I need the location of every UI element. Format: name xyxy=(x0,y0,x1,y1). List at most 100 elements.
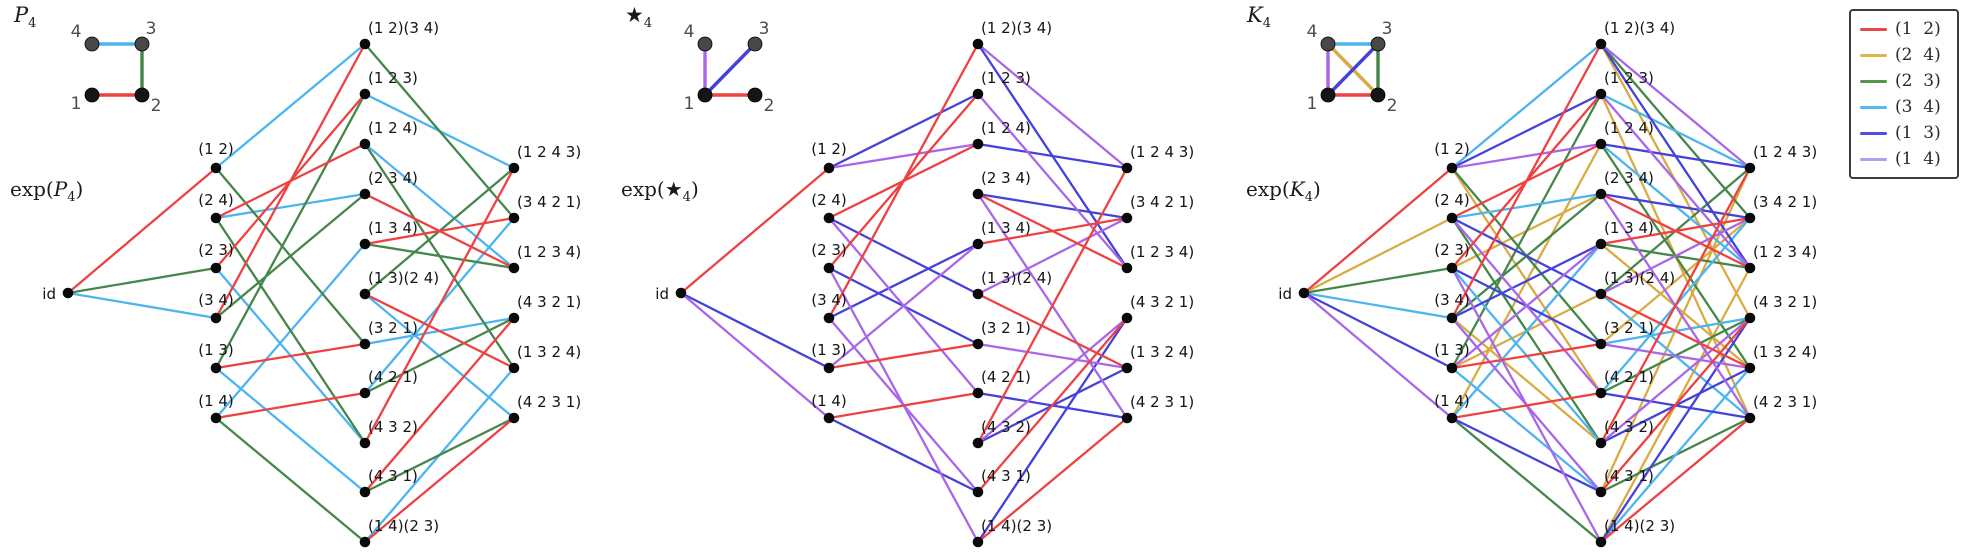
inset-vertex-3 xyxy=(747,36,763,52)
graph-node-dot xyxy=(359,88,371,100)
graph-node-dot xyxy=(508,262,520,274)
edge-34 xyxy=(214,366,367,494)
graph-node-dot xyxy=(359,38,371,50)
edge-23 xyxy=(214,92,367,370)
panel-title-p4: P4 xyxy=(14,3,36,30)
legend-color-swatch xyxy=(1860,105,1887,109)
graph-node-label: (4 2 3 1) xyxy=(517,393,581,411)
inset-vertex-2 xyxy=(747,87,763,103)
graph-node-dot xyxy=(1121,162,1133,174)
graph-node-label: (1 3)(2 4) xyxy=(1604,269,1675,287)
legend-color-swatch xyxy=(1860,131,1887,135)
edge-23 xyxy=(363,416,516,494)
exp-subscript: 4 xyxy=(1304,190,1313,205)
graph-node-dot xyxy=(359,437,371,449)
edge-14 xyxy=(827,242,980,370)
edge-23 xyxy=(363,242,516,270)
inset-vertex-label: 3 xyxy=(759,19,770,39)
edge-12 xyxy=(827,42,980,320)
edge-13 xyxy=(827,216,980,296)
graph-node-label: (4 3 1) xyxy=(1604,467,1654,485)
graph-node-label: (1 2 4 3) xyxy=(517,143,581,161)
graph-node-dot xyxy=(62,287,74,299)
graph-node-label: (4 3 2 1) xyxy=(1130,293,1194,311)
graph-node-dot xyxy=(1446,162,1458,174)
legend-entry-34: (3 4) xyxy=(1860,94,1953,120)
graph-node-label: (2 4) xyxy=(198,191,234,209)
graph-node-dot xyxy=(359,387,371,399)
graph-node-label: (4 3 2) xyxy=(368,418,418,436)
panel-title-symbol: ★ xyxy=(625,3,644,27)
graph-node-label: (1 2)(3 4) xyxy=(981,19,1052,37)
graph-node-dot xyxy=(210,412,222,424)
graph-node-label: (1 2)(3 4) xyxy=(368,19,439,37)
edges-12 xyxy=(1302,42,1752,544)
graph-node-label: (2 4) xyxy=(1434,191,1470,209)
graph-node-label: (1 4) xyxy=(811,392,847,410)
edge-12 xyxy=(214,342,367,370)
edge-23 xyxy=(363,316,516,395)
graph-node-label: (4 3 2) xyxy=(1604,418,1654,436)
graph-node-dot xyxy=(972,38,984,50)
graph-node-dot xyxy=(359,536,371,548)
exp-subscript: 4 xyxy=(682,190,691,205)
inset-vertex-label: 3 xyxy=(1382,19,1393,39)
panel-title-subscript: 4 xyxy=(28,16,37,32)
legend-entry-23: (2 3) xyxy=(1860,68,1953,94)
inset-vertex-label: 4 xyxy=(71,22,82,42)
legend-color-swatch xyxy=(1860,27,1887,31)
edge-13 xyxy=(1450,216,1603,296)
graph-node-dot xyxy=(1595,238,1607,250)
legend-entry-24: (2 4) xyxy=(1860,42,1953,68)
graph-node-label: (4 2 1) xyxy=(981,368,1031,386)
graph-node-dot xyxy=(972,486,984,498)
edge-13 xyxy=(679,291,831,370)
exp-close: ) xyxy=(1312,177,1321,201)
legend-color-swatch xyxy=(1860,79,1887,83)
graph-node-dot xyxy=(1744,212,1756,224)
graph-node-label: (4 3 2 1) xyxy=(517,293,581,311)
edge-23 xyxy=(66,266,218,295)
inset-vertex-1 xyxy=(697,87,713,103)
graph-node-dot xyxy=(508,412,520,424)
edge-12 xyxy=(1450,391,1603,420)
graph-node-dot xyxy=(1121,212,1133,224)
graph-node-dot xyxy=(1744,362,1756,374)
inset-edge-13 xyxy=(703,42,757,97)
graph-node-label: (1 2 4 3) xyxy=(1130,143,1194,161)
graph-node-label: (3 2 1) xyxy=(368,319,418,337)
graph-node-dot xyxy=(1595,387,1607,399)
graph-node-label: (2 3) xyxy=(198,241,234,259)
edge-12 xyxy=(214,391,367,420)
graph-node-dot xyxy=(210,262,222,274)
edge-34 xyxy=(1599,92,1752,170)
graph-node-label: (1 2 3) xyxy=(1604,69,1654,87)
edge-12 xyxy=(976,216,1129,246)
edge-14 xyxy=(1599,316,1752,445)
edge-14 xyxy=(679,291,831,420)
graph-node-label: id xyxy=(1278,285,1292,303)
edge-color-legend: (1 2) (2 4) (2 3) (3 4) (1 3) (1 4) xyxy=(1849,9,1959,179)
inset-vertex-4 xyxy=(697,36,713,52)
graph-node-label: (2 3) xyxy=(1434,241,1470,259)
graph-node-dot xyxy=(359,486,371,498)
graph-node-dot xyxy=(1744,262,1756,274)
edges-12 xyxy=(679,42,1129,544)
exp-symbol: P xyxy=(53,177,68,201)
graph-node-label: (1 3) xyxy=(1434,341,1470,359)
exp-label-star4: exp(★4) xyxy=(621,177,699,204)
edge-34 xyxy=(66,291,218,320)
graph-node-dot xyxy=(1595,88,1607,100)
graph-node-label: (2 4) xyxy=(811,191,847,209)
edge-24 xyxy=(1450,316,1603,445)
edge-12 xyxy=(1599,316,1752,494)
edge-23 xyxy=(1302,266,1454,295)
legend-color-swatch xyxy=(1860,157,1887,161)
graph-node-dot xyxy=(972,288,984,300)
inset-vertex-label: 1 xyxy=(684,94,695,114)
edge-12 xyxy=(976,416,1129,544)
graph-node-label: (4 3 1) xyxy=(368,467,418,485)
edge-34 xyxy=(1302,291,1454,320)
graph-node-label: (3 4 2 1) xyxy=(517,193,581,211)
graph-node-dot xyxy=(972,338,984,350)
